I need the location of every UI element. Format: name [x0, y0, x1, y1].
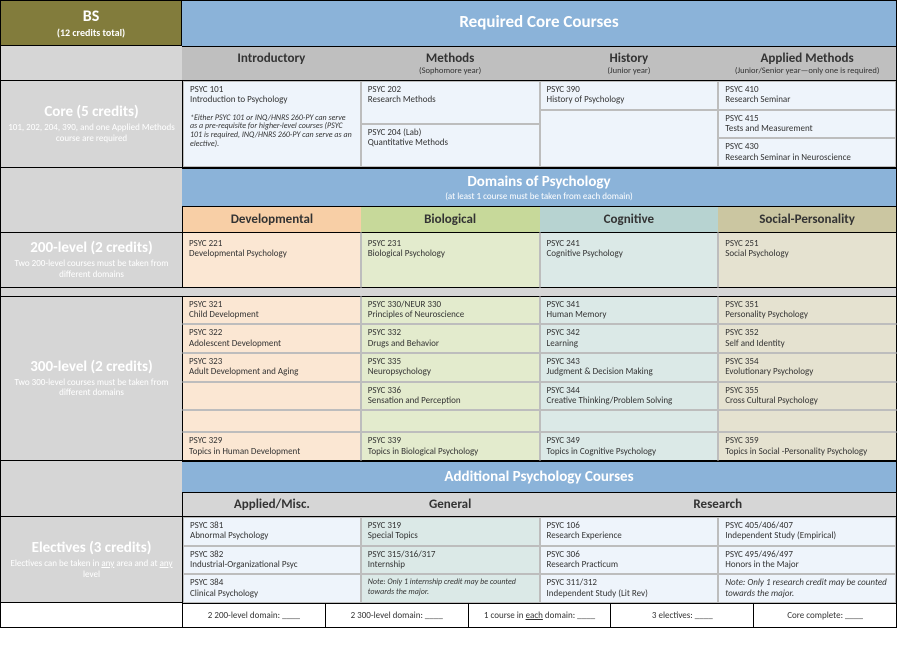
- degree-header: BS (12 credits total): [0, 0, 182, 46]
- course-300-soc-3: PSYC 355Cross Cultural Psychology: [718, 382, 897, 411]
- course-300-bio-0: PSYC 330/NEUR 330Principles of Neuroscie…: [361, 296, 540, 325]
- blank-cell-2: [0, 168, 182, 206]
- course-psyc381: PSYC 381Abnormal Psychology: [183, 517, 361, 546]
- course-300-cog-3: PSYC 344Creative Thinking/Problem Solvin…: [540, 382, 719, 411]
- check-each: 1 course in each domain: ____: [468, 604, 611, 627]
- core-applied-col: PSYC 410 Research Seminar PSYC 415 Tests…: [718, 80, 897, 168]
- blank-cell-3: [0, 206, 182, 232]
- course-300-dev-1: PSYC 322Adolescent Development: [182, 324, 361, 353]
- domains-banner: Domains of Psychology (at least 1 course…: [182, 168, 897, 206]
- electives-label: Electives (3 credits) Electives can be t…: [0, 516, 182, 603]
- course-300-dev-0: PSYC 321Child Development: [182, 296, 361, 325]
- core-row-label: Core (5 credits) 101, 202, 204, 390, and…: [0, 80, 182, 168]
- domain-head-bio: Biological: [361, 206, 540, 232]
- check-300: 2 300-level domain: ____: [325, 604, 468, 627]
- course-psyc204: PSYC 204 (Lab) Quantitative Methods: [361, 124, 540, 167]
- course-300-soc-4: [718, 410, 897, 432]
- electives-label-desc: Electives can be taken in any area and a…: [7, 559, 176, 581]
- check-200: 2 200-level domain: ____: [182, 604, 325, 627]
- course-psyc382: PSYC 382Industrial-Organizational Psyc: [183, 546, 361, 575]
- spacer: [182, 288, 897, 296]
- core-intro-col: PSYC 101 Introduction to Psychology *Eit…: [182, 80, 361, 168]
- check-core: Core complete: ____: [753, 604, 896, 627]
- course-300-soc-0: PSYC 351Personality Psychology: [718, 296, 897, 325]
- course-300-soc-5: PSYC 359Topics in Social -Personality Ps…: [718, 432, 897, 461]
- degree-code: BS: [5, 7, 177, 26]
- core-history-col: PSYC 390 History of Psychology: [540, 80, 719, 168]
- course-psyc405: PSYC 405/406/407Independent Study (Empir…: [718, 517, 896, 546]
- elect-head-research: Research: [540, 492, 897, 516]
- course-psyc101: PSYC 101 Introduction to Psychology *Eit…: [183, 81, 361, 167]
- course-300-cog-5: PSYC 349Topics in Cognitive Psychology: [540, 432, 719, 461]
- course-psyc315: PSYC 315/316/317Internship: [361, 546, 540, 575]
- course-psyc106: PSYC 106Research Experience: [540, 517, 719, 546]
- elect-general-col: PSYC 319Special Topics PSYC 315/316/317I…: [361, 516, 540, 603]
- course-psyc241: PSYC 241 Cognitive Psychology: [540, 232, 719, 288]
- course-300-cog-0: PSYC 341Human Memory: [540, 296, 719, 325]
- elect-research-l-col: PSYC 106Research Experience PSYC 306Rese…: [540, 516, 719, 603]
- course-300-bio-4: [361, 410, 540, 432]
- course-psyc319: PSYC 319Special Topics: [361, 517, 540, 546]
- domain-head-cog: Cognitive: [540, 206, 719, 232]
- blank-cell: [0, 46, 182, 80]
- blank-cell-5: [0, 492, 182, 516]
- colhead-methods: Methods (Sophomore year): [361, 46, 540, 80]
- course-300-soc-1: PSYC 352Self and Identity: [718, 324, 897, 353]
- elect-applied-col: PSYC 381Abnormal Psychology PSYC 382Indu…: [182, 516, 361, 603]
- general-note: Note: Only 1 internship credit may be co…: [361, 574, 540, 603]
- course-psyc306: PSYC 306Research Practicum: [540, 546, 719, 575]
- course-psyc221: PSYC 221 Developmental Psychology: [182, 232, 361, 288]
- course-300-bio-2: PSYC 335Neuropsychology: [361, 353, 540, 382]
- elect-research-r-col: PSYC 405/406/407Independent Study (Empir…: [718, 516, 897, 603]
- colhead-intro: Introductory: [182, 46, 361, 80]
- blank-cell-4: [0, 461, 182, 492]
- elect-head-general: General: [361, 492, 540, 516]
- course-300-dev-4: [182, 410, 361, 432]
- required-core-banner: Required Core Courses: [182, 0, 897, 46]
- research-note: Note: Only 1 research credit may be coun…: [718, 574, 896, 603]
- course-300-bio-5: PSYC 339Topics in Biological Psychology: [361, 432, 540, 461]
- course-300-dev-3: [182, 382, 361, 411]
- course-psyc202: PSYC 202 Research Methods: [361, 81, 540, 124]
- course-300-bio-3: PSYC 336Sensation and Perception: [361, 382, 540, 411]
- course-psyc430: PSYC 430 Research Seminar in Neuroscienc…: [718, 138, 896, 167]
- checkbar: 2 200-level domain: ____ 2 300-level dom…: [182, 603, 897, 628]
- course-300-cog-1: PSYC 342Learning: [540, 324, 719, 353]
- domain-head-soc: Social-Personality: [718, 206, 897, 232]
- course-psyc415: PSYC 415 Tests and Measurement: [718, 110, 896, 139]
- spacer-left: [0, 288, 182, 296]
- course-300-bio-1: PSYC 332Drugs and Behavior: [361, 324, 540, 353]
- course-psyc384: PSYC 384Clinical Psychology: [183, 574, 361, 603]
- colhead-applied: Applied Methods (Junior/Senior year—only…: [718, 46, 897, 80]
- course-300-soc-2: PSYC 354Evolutionary Psychology: [718, 353, 897, 382]
- course-psyc231: PSYC 231 Biological Psychology: [361, 232, 540, 288]
- course-300-dev-5: PSYC 329Topics in Human Development: [182, 432, 361, 461]
- degree-credits: (12 credits total): [5, 26, 177, 39]
- additional-banner: Additional Psychology Courses: [182, 461, 897, 492]
- checkbar-left-blank: [0, 603, 182, 628]
- domain-head-dev: Developmental: [182, 206, 361, 232]
- core-label-title: Core (5 credits): [44, 103, 138, 121]
- core-methods-col: PSYC 202 Research Methods PSYC 204 (Lab)…: [361, 80, 540, 168]
- course-psyc390: PSYC 390 History of Psychology: [540, 81, 719, 110]
- course-psyc495: PSYC 495/496/497Honors in the Major: [718, 546, 896, 575]
- core-label-desc: 101, 202, 204, 390, and one Applied Meth…: [7, 123, 176, 145]
- curriculum-grid: BS (12 credits total) Required Core Cour…: [0, 0, 897, 628]
- intro-footnote: *Either PSYC 101 or INQ/HNRS 260-PY can …: [190, 114, 354, 149]
- colhead-history: History (Junior year): [540, 46, 719, 80]
- course-psyc251: PSYC 251 Social Psychology: [718, 232, 897, 288]
- elect-head-applied: Applied/Misc.: [182, 492, 361, 516]
- course-psyc410: PSYC 410 Research Seminar: [718, 81, 896, 110]
- blank-history: [540, 110, 719, 167]
- course-300-cog-4: [540, 410, 719, 432]
- course-300-dev-2: PSYC 323Adult Development and Aging: [182, 353, 361, 382]
- level200-label: 200-level (2 credits) Two 200-level cour…: [0, 232, 182, 288]
- course-300-cog-2: PSYC 343Judgment & Decision Making: [540, 353, 719, 382]
- course-psyc311: PSYC 311/312Independent Study (Lit Rev): [540, 574, 719, 603]
- check-electives: 3 electives: ____: [610, 604, 753, 627]
- level300-label: 300-level (2 credits) Two 300-level cour…: [0, 296, 182, 461]
